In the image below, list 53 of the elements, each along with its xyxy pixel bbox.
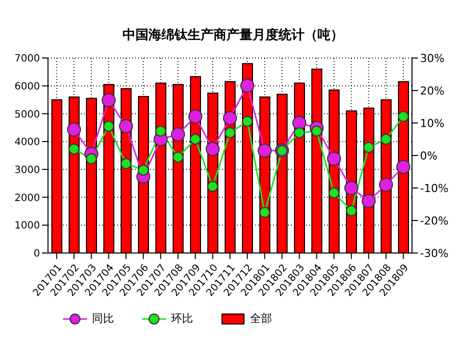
point bbox=[363, 142, 374, 153]
point bbox=[327, 152, 341, 166]
point bbox=[188, 110, 202, 124]
y2-tick-label: 30% bbox=[420, 52, 444, 65]
point bbox=[68, 144, 80, 154]
point bbox=[223, 111, 237, 126]
point bbox=[155, 126, 166, 137]
point bbox=[172, 152, 184, 163]
point bbox=[102, 93, 116, 108]
y2-tick-label: -30% bbox=[420, 246, 448, 260]
y2-tick-label: -20% bbox=[420, 214, 448, 228]
point bbox=[242, 116, 253, 127]
point bbox=[258, 144, 272, 158]
point bbox=[103, 120, 114, 132]
y-tick-label: 0 bbox=[34, 248, 40, 260]
point bbox=[379, 178, 393, 192]
point bbox=[86, 153, 97, 164]
point bbox=[207, 180, 218, 192]
y-tick-label: 7000 bbox=[14, 54, 40, 65]
y-tick-label: 5000 bbox=[14, 109, 40, 120]
y-tick-label: 1000 bbox=[14, 220, 40, 232]
point bbox=[396, 160, 410, 174]
point bbox=[344, 181, 358, 195]
point bbox=[224, 127, 236, 138]
point bbox=[380, 134, 392, 145]
point bbox=[240, 78, 254, 93]
point bbox=[398, 111, 409, 122]
y2-tick-label: -10% bbox=[420, 182, 448, 195]
point bbox=[294, 127, 305, 138]
legend-label: 全部 bbox=[250, 311, 272, 326]
point bbox=[346, 205, 357, 216]
chart-title: 中国海绵钛生产商产量月度统计（吨） bbox=[122, 26, 344, 45]
point bbox=[120, 158, 132, 170]
legend-label: 环比 bbox=[171, 311, 193, 326]
y2-tick-label: 0% bbox=[420, 149, 438, 162]
y-tick-label: 4000 bbox=[14, 137, 40, 148]
point bbox=[190, 134, 201, 145]
point bbox=[292, 116, 306, 130]
y-tick-label: 6000 bbox=[14, 81, 40, 92]
point bbox=[171, 127, 185, 142]
y2-tick-label: 10% bbox=[420, 116, 444, 130]
point bbox=[259, 206, 270, 218]
legend-label: 同比 bbox=[92, 311, 114, 326]
point bbox=[206, 142, 220, 156]
y2-tick-label: 20% bbox=[420, 84, 444, 98]
point bbox=[362, 194, 376, 208]
point bbox=[138, 164, 149, 176]
y-tick-label: 3000 bbox=[14, 164, 40, 176]
y-tick-label: 2000 bbox=[14, 192, 40, 204]
point bbox=[67, 122, 81, 136]
point bbox=[311, 126, 322, 137]
point bbox=[328, 187, 340, 198]
point bbox=[119, 119, 133, 134]
